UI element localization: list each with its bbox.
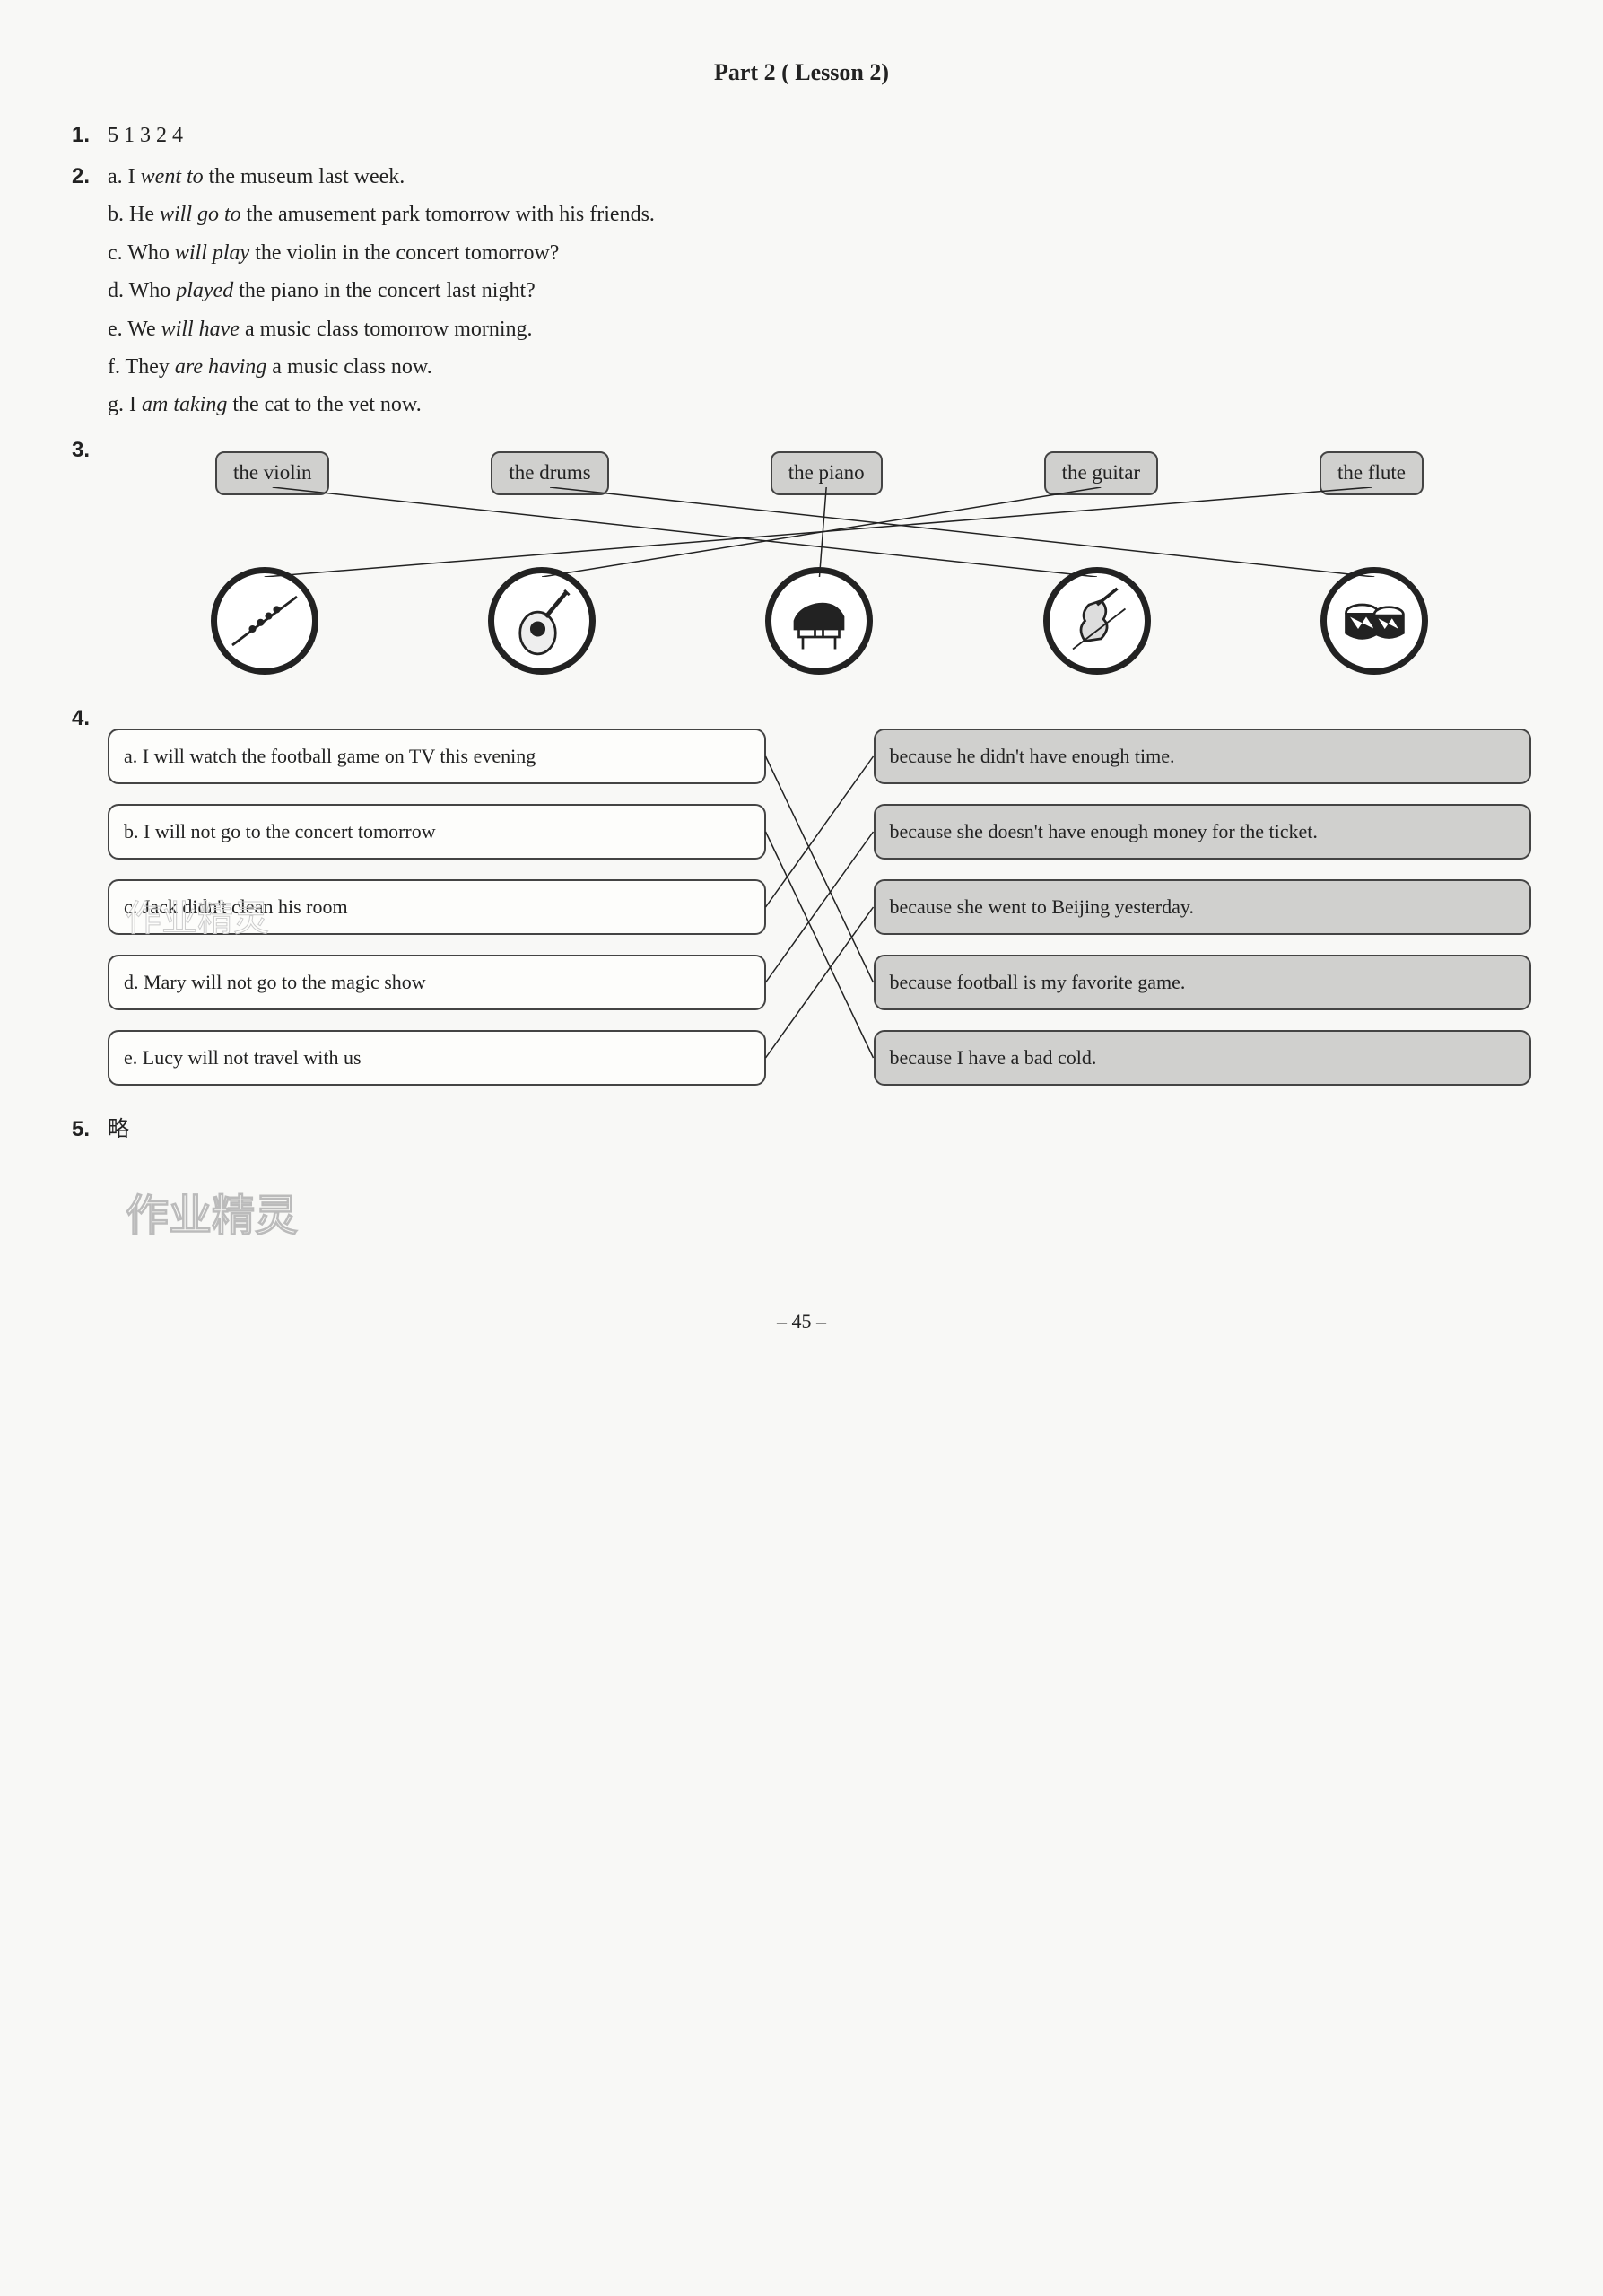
question-3: 3. the violin the drums the piano the guita… xyxy=(72,433,1531,675)
page-title: Part 2 ( Lesson 2) xyxy=(72,54,1531,92)
instrument-circle xyxy=(211,567,318,675)
q4-columns: a. I will watch the football game on TV … xyxy=(108,729,1531,1086)
instrument-label: the piano xyxy=(771,451,883,495)
q2-line: d. Who played the piano in the concert l… xyxy=(108,274,1531,308)
q3-number: 3. xyxy=(72,433,108,675)
violin-icon xyxy=(1057,581,1137,661)
q2-line: g. I am taking the cat to the vet now. xyxy=(108,388,1531,422)
q5-number: 5. xyxy=(72,1113,108,1147)
q3-connection-lines xyxy=(108,487,1531,577)
question-2: 2. a. I went to the museum last week.b. … xyxy=(72,160,1531,426)
q4-left-column: a. I will watch the football game on TV … xyxy=(108,729,766,1086)
q4-right-box: because football is my favorite game. xyxy=(874,955,1532,1010)
q1-answer: 5 1 3 2 4 xyxy=(108,118,1531,153)
q1-number: 1. xyxy=(72,118,108,153)
q2-line: f. They are having a music class now. xyxy=(108,350,1531,384)
instrument-label: the flute xyxy=(1320,451,1424,495)
instrument-labels-row: the violin the drums the piano the guitar th… xyxy=(108,451,1531,495)
q2-body: a. I went to the museum last week.b. He … xyxy=(108,160,1531,426)
watermark-bottom: 作业精灵 xyxy=(126,1183,1531,1252)
piano-icon xyxy=(779,581,859,661)
instrument-circle xyxy=(1320,567,1428,675)
q4-left-box: b. I will not go to the concert tomorrow xyxy=(108,804,766,860)
q4-body: a. I will watch the football game on TV … xyxy=(108,729,1531,1086)
instrument-circle xyxy=(1043,567,1151,675)
question-1: 1. 5 1 3 2 4 xyxy=(72,118,1531,153)
q4-right-column: because he didn't have enough time. becau… xyxy=(874,729,1532,1086)
instrument-circle xyxy=(488,567,596,675)
q4-right-box: because she doesn't have enough money fo… xyxy=(874,804,1532,860)
q4-right-box: because she went to Beijing yesterday. xyxy=(874,879,1532,935)
q3-body: the violin the drums the piano the guitar th… xyxy=(108,451,1531,675)
q4-left-box: d. Mary will not go to the magic show xyxy=(108,955,766,1010)
q2-number: 2. xyxy=(72,160,108,426)
q4-right-box: because he didn't have enough time. xyxy=(874,729,1532,784)
question-4: 4. a. I will watch the football game on … xyxy=(72,702,1531,1086)
q2-line: e. We will have a music class tomorrow m… xyxy=(108,312,1531,346)
flute-icon xyxy=(224,581,305,661)
q2-line: a. I went to the museum last week. xyxy=(108,160,1531,194)
q4-number: 4. xyxy=(72,702,108,1086)
instrument-circle xyxy=(765,567,873,675)
instrument-label: the guitar xyxy=(1044,451,1159,495)
question-5: 5. 略 xyxy=(72,1113,1531,1147)
drums-icon xyxy=(1334,581,1415,661)
q2-line: b. He will go to the amusement park tomo… xyxy=(108,197,1531,231)
q4-left-box: a. I will watch the football game on TV … xyxy=(108,729,766,784)
instrument-circles-row xyxy=(108,567,1531,675)
q4-left-box: e. Lucy will not travel with us xyxy=(108,1030,766,1086)
instrument-label: the drums xyxy=(491,451,608,495)
instrument-label: the violin xyxy=(215,451,330,495)
q5-answer: 略 xyxy=(108,1113,1531,1147)
q2-line: c. Who will play the violin in the conce… xyxy=(108,236,1531,270)
guitar-icon xyxy=(501,581,582,661)
q4-right-box: because I have a bad cold. xyxy=(874,1030,1532,1086)
page-number: – 45 – xyxy=(72,1305,1531,1337)
q4-left-box: c. Jack didn't clean his room xyxy=(108,879,766,935)
